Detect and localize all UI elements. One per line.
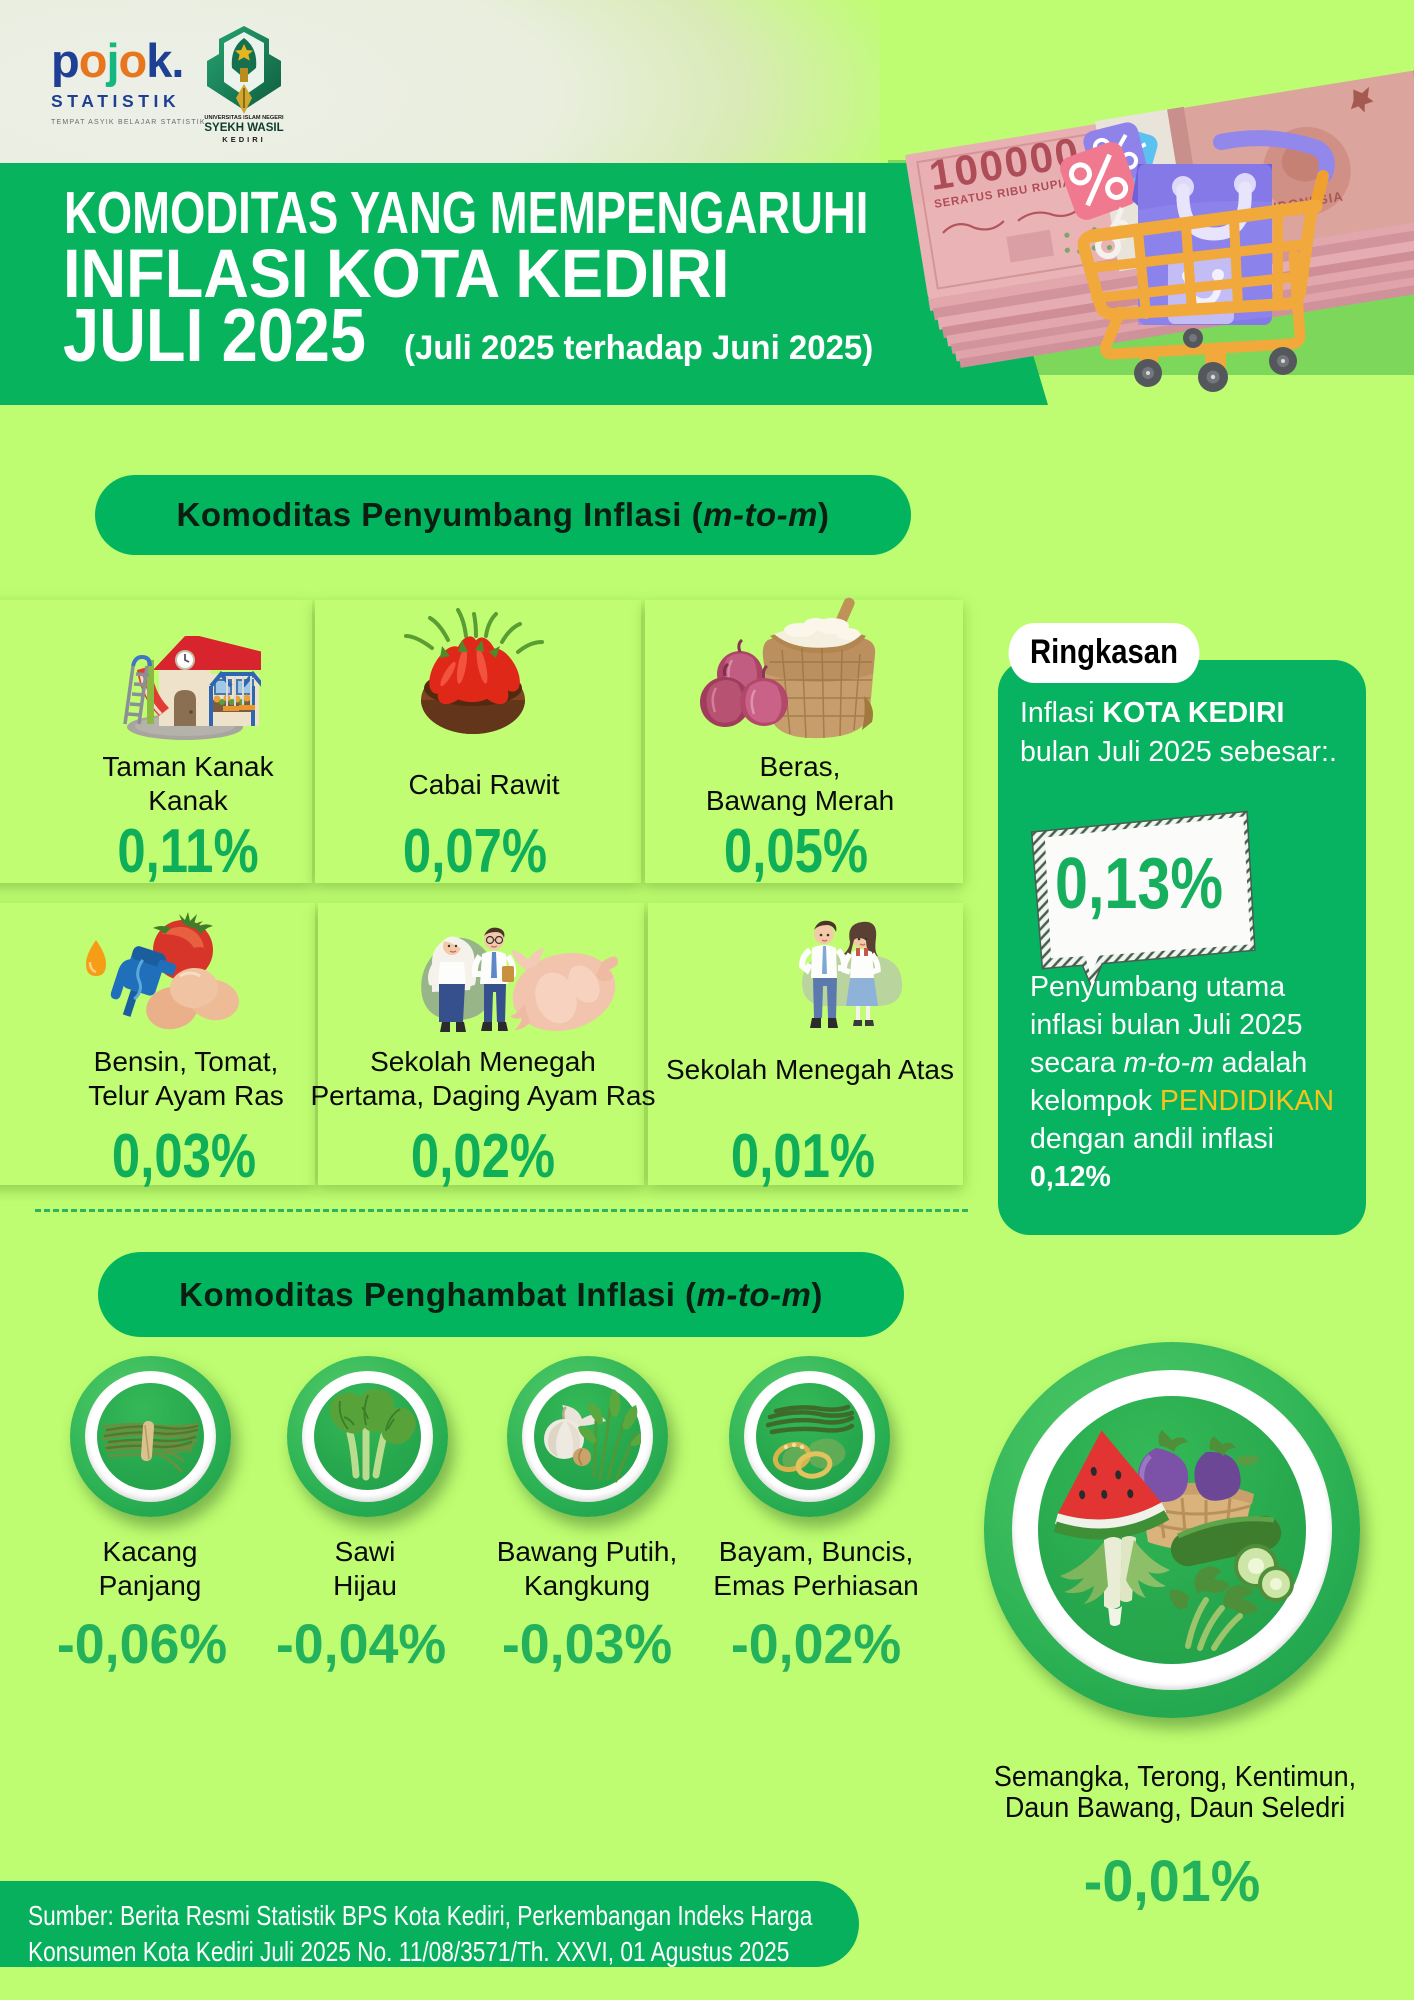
svg-text:0,13%: 0,13% xyxy=(1055,844,1223,924)
svg-text:KEDIRI: KEDIRI xyxy=(222,135,265,144)
svg-text:SYEKH WASIL: SYEKH WASIL xyxy=(204,122,283,134)
svg-text:UNIVERSITAS ISLAM NEGERI: UNIVERSITAS ISLAM NEGERI xyxy=(204,115,284,121)
